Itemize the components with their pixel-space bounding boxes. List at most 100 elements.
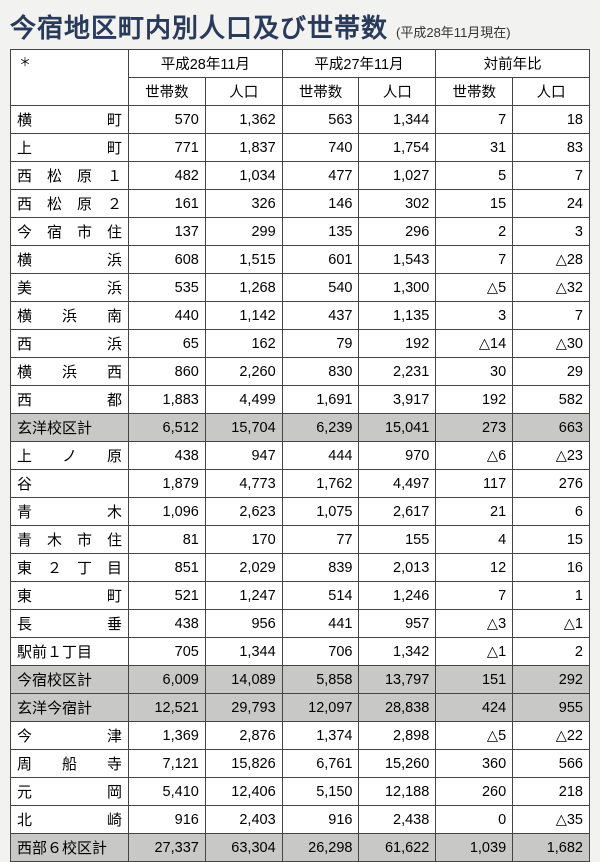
row-name: 美浜 (11, 274, 129, 302)
table-row: 西浜6516279192△14△30 (11, 330, 590, 358)
cell-dh: 192 (436, 386, 513, 414)
cell-h27h: 79 (282, 330, 359, 358)
cell-h28h: 535 (129, 274, 206, 302)
cell-h27h: 706 (282, 638, 359, 666)
cell-h27p: 1,754 (359, 134, 436, 162)
cell-h27h: 77 (282, 526, 359, 554)
table-row: 上ノ原438947444970△6△23 (11, 442, 590, 470)
cell-dp: 6 (513, 498, 590, 526)
cell-dh: 15 (436, 190, 513, 218)
row-name: 横浜西 (11, 358, 129, 386)
cell-h28p: 1,034 (205, 162, 282, 190)
row-name: 西浜 (11, 330, 129, 358)
cell-h28p: 15,704 (205, 414, 282, 442)
cell-h28p: 12,406 (205, 778, 282, 806)
table-row: 青木1,0962,6231,0752,617216 (11, 498, 590, 526)
cell-h27h: 146 (282, 190, 359, 218)
cell-h27p: 2,438 (359, 806, 436, 834)
cell-dh: 0 (436, 806, 513, 834)
cell-h28h: 81 (129, 526, 206, 554)
table-row: 横浜南4401,1424371,13537 (11, 302, 590, 330)
population-table: ＊ 平成28年11月 平成27年11月 対前年比 世帯数 人口 世帯数 人口 世… (10, 49, 590, 862)
cell-dp: △32 (513, 274, 590, 302)
cell-dp: 15 (513, 526, 590, 554)
cell-dh: △3 (436, 610, 513, 638)
cell-h28h: 1,883 (129, 386, 206, 414)
cell-h28p: 2,260 (205, 358, 282, 386)
cell-dh: 273 (436, 414, 513, 442)
cell-h27p: 1,342 (359, 638, 436, 666)
cell-dh: 117 (436, 470, 513, 498)
cell-h27h: 441 (282, 610, 359, 638)
page-subtitle: (平成28年11月現在) (396, 22, 511, 41)
cell-dh: △1 (436, 638, 513, 666)
subhead-yoy-population: 人口 (513, 78, 590, 106)
cell-h27p: 1,027 (359, 162, 436, 190)
cell-dh: 7 (436, 582, 513, 610)
table-row: 青木市住8117077155415 (11, 526, 590, 554)
table-row: 東２丁目8512,0298392,0131216 (11, 554, 590, 582)
subhead-h27-households: 世帯数 (282, 78, 359, 106)
cell-h28h: 6,512 (129, 414, 206, 442)
row-name: 周船寺 (11, 750, 129, 778)
cell-h27p: 3,917 (359, 386, 436, 414)
cell-dh: △6 (436, 442, 513, 470)
cell-dh: 5 (436, 162, 513, 190)
row-name: 上町 (11, 134, 129, 162)
cell-h27h: 1,075 (282, 498, 359, 526)
cell-h28p: 29,793 (205, 694, 282, 722)
cell-h27h: 6,239 (282, 414, 359, 442)
subhead-yoy-households: 世帯数 (436, 78, 513, 106)
cell-h27h: 5,858 (282, 666, 359, 694)
cell-h27p: 957 (359, 610, 436, 638)
cell-h28h: 137 (129, 218, 206, 246)
cell-dp: 2 (513, 638, 590, 666)
cell-dp: 218 (513, 778, 590, 806)
row-name: 横町 (11, 106, 129, 134)
cell-h28p: 326 (205, 190, 282, 218)
cell-h27p: 13,797 (359, 666, 436, 694)
cell-h27p: 2,231 (359, 358, 436, 386)
cell-h28h: 440 (129, 302, 206, 330)
cell-dp: 16 (513, 554, 590, 582)
row-name: 横浜 (11, 246, 129, 274)
cell-dp: 566 (513, 750, 590, 778)
row-name: 青木市住 (11, 526, 129, 554)
table-row: 横町5701,3625631,344718 (11, 106, 590, 134)
table-row: 玄洋校区計6,51215,7046,23915,041273663 (11, 414, 590, 442)
cell-h28h: 6,009 (129, 666, 206, 694)
cell-h27p: 4,497 (359, 470, 436, 498)
table-row: 今宿市住13729913529623 (11, 218, 590, 246)
cell-dp: 1,682 (513, 834, 590, 862)
row-name: 西松原１ (11, 162, 129, 190)
cell-h27p: 970 (359, 442, 436, 470)
cell-h27p: 15,260 (359, 750, 436, 778)
cell-dh: 151 (436, 666, 513, 694)
cell-h28p: 956 (205, 610, 282, 638)
cell-h27p: 12,188 (359, 778, 436, 806)
cell-h28p: 2,029 (205, 554, 282, 582)
cell-h28p: 1,268 (205, 274, 282, 302)
cell-h27h: 5,150 (282, 778, 359, 806)
cell-h28h: 570 (129, 106, 206, 134)
row-name: 今宿市住 (11, 218, 129, 246)
table-row: 玄洋今宿計12,52129,79312,09728,838424955 (11, 694, 590, 722)
cell-dp: △28 (513, 246, 590, 274)
cell-h28h: 7,121 (129, 750, 206, 778)
cell-dh: △14 (436, 330, 513, 358)
cell-h28p: 2,623 (205, 498, 282, 526)
row-name: 玄洋今宿計 (11, 694, 129, 722)
cell-h27p: 2,898 (359, 722, 436, 750)
cell-dh: 3 (436, 302, 513, 330)
cell-dh: 7 (436, 106, 513, 134)
row-name: 上ノ原 (11, 442, 129, 470)
cell-h28p: 63,304 (205, 834, 282, 862)
cell-h28h: 1,369 (129, 722, 206, 750)
cell-h28p: 2,403 (205, 806, 282, 834)
cell-h27h: 1,762 (282, 470, 359, 498)
cell-h27h: 6,761 (282, 750, 359, 778)
table-row: 今宿校区計6,00914,0895,85813,797151292 (11, 666, 590, 694)
cell-h28h: 851 (129, 554, 206, 582)
cell-dh: 7 (436, 246, 513, 274)
cell-dh: 1,039 (436, 834, 513, 862)
